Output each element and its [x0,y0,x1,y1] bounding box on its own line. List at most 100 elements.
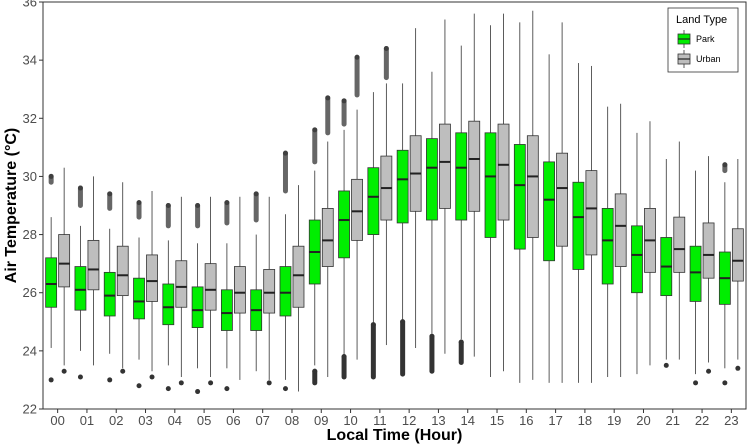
x-axis-title: Local Time (Hour) [327,427,463,444]
box-urban-18 [585,65,598,383]
x-tick-label: 10 [343,413,357,428]
box-iqr [263,269,276,314]
box-iqr [513,144,526,250]
box-iqr [162,283,175,326]
y-axis: 22 24 26 28 30 32 34 36 [23,0,43,417]
x-tick-label: 18 [578,413,592,428]
box-iqr [526,135,539,238]
box-park-01 [74,185,87,380]
box-iqr [321,208,334,267]
y-tick-label: 36 [23,0,37,10]
box-urban-14 [468,13,481,357]
legend-label: Urban [696,54,721,64]
x-tick-label: 23 [724,413,738,428]
box-iqr [396,149,409,224]
y-tick-label: 30 [23,169,37,184]
box-urban-03 [146,190,158,380]
x-tick-label: 08 [285,413,299,428]
box-urban-15 [497,13,510,372]
box-iqr [731,228,744,282]
box-iqr [45,257,58,308]
y-tick-label: 24 [23,343,37,358]
box-iqr [279,266,292,317]
box-park-14 [455,45,468,365]
box-urban-17 [556,22,569,383]
box-urban-10 [351,54,363,360]
box-park-11 [367,92,380,380]
box-iqr [338,190,350,259]
box-park-10 [338,98,350,380]
box-park-09 [308,127,321,386]
box-park-07 [250,191,263,372]
box-urban-16 [526,10,539,380]
box-park-23 [718,162,731,386]
box-iqr [497,123,510,221]
legend-title: Land Type [676,14,727,26]
box-iqr [484,132,497,238]
box-urban-11 [380,46,393,346]
box-park-00 [45,173,58,383]
legend-entry-urban: Urban [677,50,721,68]
box-park-05 [191,203,204,395]
box-iqr [204,263,217,311]
box-iqr [689,245,702,302]
x-tick-label: 17 [548,413,562,428]
box-iqr [585,170,598,256]
box-iqr [631,225,643,294]
legend: Land Type Park Urban [667,7,739,73]
box-urban-01 [87,176,100,366]
x-tick-label: 14 [460,413,474,428]
box-park-06 [220,200,233,392]
y-tick-label: 28 [23,227,37,242]
box-park-16 [513,22,526,383]
x-tick-label: 06 [226,413,240,428]
box-iqr [455,132,468,221]
box-urban-06 [233,196,246,380]
box-park-22 [689,170,702,386]
box-urban-22 [702,156,715,374]
box-iqr [702,222,715,279]
box-iqr [572,181,585,270]
box-park-04 [162,203,175,392]
box-park-17 [543,54,556,383]
y-axis-title: Air Temperature (°C) [3,128,20,283]
box-iqr [439,123,451,209]
box-park-20 [631,132,643,375]
x-tick-label: 00 [50,413,64,428]
box-iqr [175,260,188,308]
x-tick-label: 09 [314,413,328,428]
box-iqr [146,254,158,302]
x-tick-label: 20 [636,413,650,428]
box-iqr [614,193,627,267]
box-urban-23 [731,158,744,371]
box-iqr [556,152,569,247]
box-park-21 [660,158,673,368]
x-tick-label: 05 [197,413,211,428]
box-urban-21 [673,141,686,360]
box-urban-08 [292,185,305,392]
box-iqr [673,216,686,273]
x-tick-label: 01 [80,413,94,428]
x-tick-label: 22 [695,413,709,428]
box-park-18 [572,63,585,383]
y-tick-label: 34 [23,53,37,68]
box-urban-04 [175,196,188,386]
box-urban-19 [614,103,627,378]
x-tick-label: 13 [431,413,445,428]
box-park-02 [103,191,116,383]
x-tick-label: 15 [490,413,504,428]
box-iqr [74,266,87,311]
x-axis: 00 01 02 03 04 05 06 07 08 09 10 11 12 13 14 15 16 17 18 19… [50,409,739,428]
box-park-12 [396,83,409,377]
plot-frame [42,1,747,410]
box-iqr [103,271,116,317]
y-tick-label: 26 [23,285,37,300]
box-iqr [543,161,556,262]
y-tick-label: 22 [23,402,37,417]
x-tick-label: 11 [373,413,387,428]
box-layer [45,10,744,395]
box-iqr [292,245,305,308]
box-iqr [220,289,233,331]
box-iqr [58,234,71,288]
